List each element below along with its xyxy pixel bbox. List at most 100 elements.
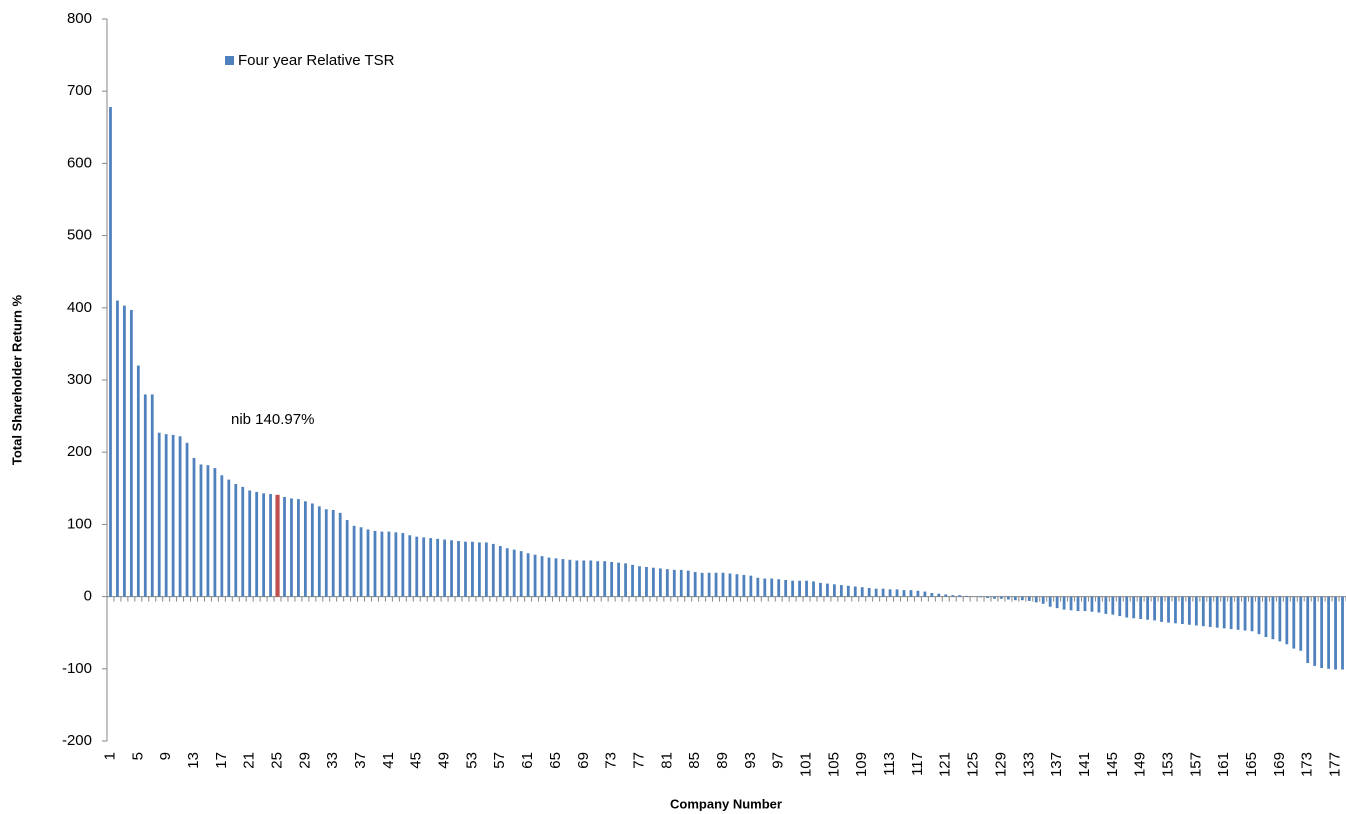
bar <box>429 538 433 597</box>
y-tick-label: 400 <box>67 299 92 316</box>
bar <box>359 527 363 597</box>
x-axis-title: Company Number <box>670 796 782 811</box>
x-tick-label: 49 <box>436 752 453 769</box>
bar <box>505 548 509 597</box>
bar <box>255 491 259 597</box>
bar <box>756 577 760 597</box>
bar <box>1194 596 1198 626</box>
bar <box>554 558 558 597</box>
bar <box>345 520 349 597</box>
bar <box>464 541 467 597</box>
bar <box>895 589 899 597</box>
bar <box>1215 596 1219 628</box>
bar <box>512 549 516 597</box>
bar <box>874 588 878 597</box>
bar <box>979 596 982 598</box>
x-tick-label: 81 <box>658 752 675 769</box>
bar <box>812 581 815 597</box>
x-tick-label: 1 <box>101 752 118 760</box>
x-tick-label: 65 <box>547 752 564 769</box>
bar <box>742 574 746 597</box>
bar <box>366 529 370 597</box>
bar <box>1048 596 1052 607</box>
bar <box>638 566 641 597</box>
bar <box>965 595 969 597</box>
bar <box>923 591 927 597</box>
x-tick-label: 57 <box>491 752 508 769</box>
bar <box>1181 596 1184 625</box>
x-tick-label: 149 <box>1132 752 1149 777</box>
bar <box>1292 596 1296 649</box>
bar <box>1285 596 1289 645</box>
x-tick-label: 29 <box>296 752 313 769</box>
bar <box>143 394 147 597</box>
bar <box>310 503 314 597</box>
bar <box>457 541 460 597</box>
bar <box>1341 596 1344 670</box>
x-tick-label: 33 <box>324 752 341 769</box>
bar <box>519 551 523 597</box>
bar <box>1278 596 1282 642</box>
bar <box>1222 596 1226 629</box>
bar <box>1007 596 1010 600</box>
bar <box>1034 596 1038 603</box>
bar <box>157 432 161 597</box>
x-tick-label: 177 <box>1327 752 1344 777</box>
y-tick-label: 800 <box>67 10 92 27</box>
bar <box>213 468 217 597</box>
bar <box>1250 596 1254 632</box>
bar <box>129 309 133 597</box>
bar <box>109 107 112 597</box>
x-tick-label: 113 <box>881 752 898 776</box>
bar <box>1146 596 1150 620</box>
annotation: nib 140.97% <box>231 411 314 428</box>
bar <box>665 569 669 597</box>
bar <box>652 567 655 597</box>
x-tick-label: 101 <box>798 752 815 777</box>
bar <box>387 531 391 597</box>
bar <box>763 578 767 597</box>
x-tick-label: 97 <box>770 752 787 769</box>
bar <box>1299 596 1303 651</box>
bar <box>290 498 293 597</box>
bar <box>547 557 551 597</box>
bar <box>561 559 565 597</box>
bar <box>1334 596 1337 670</box>
bar <box>1125 596 1129 618</box>
bar <box>471 541 474 597</box>
bar <box>853 586 857 597</box>
bar <box>540 556 544 597</box>
bar <box>617 562 621 597</box>
bar <box>178 436 182 597</box>
bar <box>679 569 683 597</box>
x-tick-label: 153 <box>1159 752 1176 777</box>
bar <box>826 583 829 597</box>
bar <box>1062 596 1066 610</box>
y-tick-label: 500 <box>67 227 92 244</box>
bar <box>1013 596 1017 601</box>
bar <box>798 580 801 597</box>
bar <box>707 572 711 597</box>
bar <box>700 572 704 597</box>
y-tick-label: 100 <box>67 515 92 532</box>
bar <box>721 572 725 597</box>
bar <box>1167 596 1170 623</box>
x-tick-label: 13 <box>185 752 202 769</box>
x-tick-label: 17 <box>213 752 230 769</box>
y-tick-label: 300 <box>67 371 92 388</box>
bar <box>220 475 224 597</box>
bar <box>944 594 948 597</box>
bar <box>1020 596 1024 601</box>
bar <box>958 595 962 597</box>
x-tick-label: 161 <box>1215 752 1232 777</box>
bar <box>478 542 481 597</box>
y-axis-title: Total Shareholder Return % <box>9 294 24 465</box>
bar <box>1083 596 1087 612</box>
bar <box>568 559 572 597</box>
bar <box>1236 596 1240 630</box>
legend-swatch <box>225 56 234 65</box>
bar <box>888 589 892 597</box>
bar <box>526 553 530 597</box>
bar <box>1208 596 1212 627</box>
